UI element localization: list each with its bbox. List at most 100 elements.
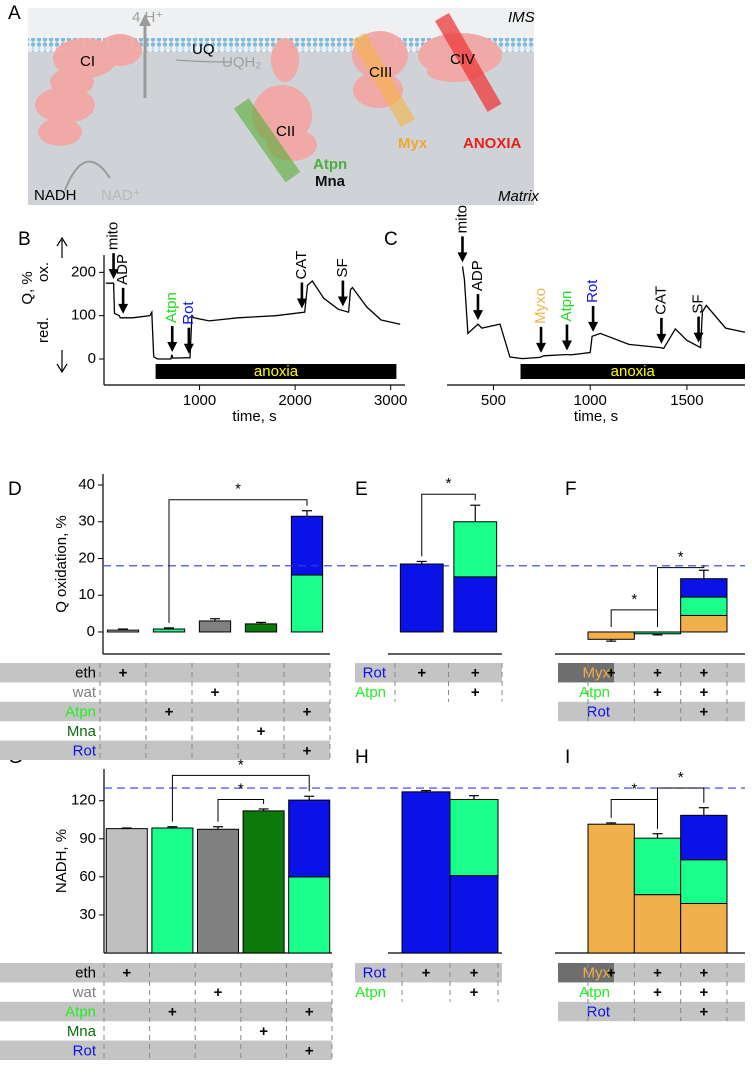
row-label: Mna xyxy=(67,1023,97,1040)
uqh2-label: UQH₂ xyxy=(222,54,261,71)
myx-block xyxy=(351,32,415,128)
y-axis-label: Q, % xyxy=(19,271,36,304)
treatment-mark: + xyxy=(699,665,708,682)
treatment-mark: + xyxy=(699,984,708,1001)
annotation-arrowhead xyxy=(561,340,572,351)
treatment-mark: + xyxy=(119,665,128,682)
significance-bracket xyxy=(171,774,310,822)
bar-segment xyxy=(680,859,728,905)
bar-segment xyxy=(449,875,499,954)
row-label: Atpn xyxy=(65,703,96,720)
bar-segment xyxy=(288,799,331,878)
bar-segment xyxy=(151,827,194,954)
treatment-mark: + xyxy=(699,703,708,720)
row-label: Rot xyxy=(73,1042,97,1059)
significance-bracket xyxy=(168,499,308,623)
significance-label: * xyxy=(446,475,452,492)
table-row-band xyxy=(558,701,745,722)
treatment-mark: + xyxy=(607,665,616,682)
myx-label: Myx xyxy=(398,135,428,152)
uq-arrow xyxy=(175,59,233,63)
treatment-mark: + xyxy=(470,984,479,1001)
row-label: Mna xyxy=(67,723,97,740)
row-label: Atpn xyxy=(579,984,610,1001)
trace xyxy=(105,280,401,360)
significance-bracket xyxy=(657,787,705,829)
annotation-arrowhead xyxy=(472,310,483,321)
treatment-mark: + xyxy=(122,965,131,982)
annotation-label: Myxo xyxy=(532,288,549,324)
annotation-arrowhead xyxy=(337,296,348,307)
treatment-mark: + xyxy=(699,684,708,701)
bar-segment xyxy=(680,578,728,598)
treatment-mark: + xyxy=(305,1003,314,1020)
bar-segment xyxy=(680,814,728,861)
ox-arrow xyxy=(56,236,68,258)
row-label-box xyxy=(558,663,614,683)
bar-segment xyxy=(680,614,728,633)
table-row-band xyxy=(0,663,330,683)
row-label: Atpn xyxy=(355,984,386,1001)
treatment-mark: + xyxy=(168,1003,177,1020)
bar-segment xyxy=(288,876,331,954)
y-axis-label-up: ox. xyxy=(35,262,52,282)
annotation-label: mito xyxy=(453,205,470,233)
annotation-arrowhead xyxy=(457,252,468,263)
y-tick-label: 90 xyxy=(79,830,96,847)
table-row-band xyxy=(0,1040,332,1060)
y-tick-label: 40 xyxy=(78,476,95,493)
x-axis-label: time, s xyxy=(232,408,276,425)
bar-segment xyxy=(106,629,140,633)
row-label: Myx xyxy=(583,665,611,682)
y-tick-label: 20 xyxy=(78,549,95,566)
annotation-label: ADP xyxy=(114,254,131,285)
x-axis-label: time, s xyxy=(574,408,618,425)
treatment-mark: + xyxy=(422,965,431,982)
annotation-arrowhead xyxy=(108,269,119,280)
treatment-mark: + xyxy=(417,665,426,682)
ciii-label: CIII xyxy=(369,64,392,81)
row-label: Rot xyxy=(73,742,97,759)
bar-segment xyxy=(587,631,635,640)
significance-bracket xyxy=(217,798,265,822)
significance-label: * xyxy=(238,780,244,797)
anoxia-bar xyxy=(155,364,397,379)
row-label: Rot xyxy=(363,665,387,682)
row-label: Atpn xyxy=(355,684,386,701)
y-axis-label: Q oxidation, % xyxy=(53,515,70,613)
x-tick-label: 1000 xyxy=(574,392,607,409)
panel-label: I xyxy=(565,747,570,768)
row-label: wat xyxy=(72,684,97,701)
annotation-label: Rot xyxy=(584,279,601,303)
table-row-band xyxy=(0,963,332,983)
y-tick-label: 120 xyxy=(71,792,96,809)
treatment-mark: + xyxy=(471,684,480,701)
row-label: Rot xyxy=(587,703,611,720)
arrowhead xyxy=(139,14,151,26)
row-label: Atpn xyxy=(65,1003,96,1020)
row-label: Rot xyxy=(363,965,387,982)
treatment-mark: + xyxy=(303,703,312,720)
bar-segment xyxy=(152,628,186,633)
annotation-arrowhead xyxy=(167,342,178,353)
annotation-label: SF xyxy=(690,294,707,313)
cii-label: CII xyxy=(276,123,295,140)
anoxia-label: anoxia xyxy=(611,363,656,380)
bar-segment xyxy=(290,574,324,633)
x-tick-label: 1500 xyxy=(670,392,703,409)
ci-label: CI xyxy=(80,53,95,70)
y-tick-label: 60 xyxy=(79,868,96,885)
y-axis-label: NADH, % xyxy=(53,829,70,893)
significance-bracket xyxy=(610,609,658,627)
row-label: Atpn xyxy=(579,684,610,701)
bar-segment xyxy=(198,620,232,633)
treatment-mark: + xyxy=(699,965,708,982)
treatment-mark: + xyxy=(211,684,220,701)
treatment-mark: + xyxy=(165,703,174,720)
nad-label: NAD⁺ xyxy=(101,187,141,204)
row-label-box xyxy=(558,963,614,983)
treatment-mark: + xyxy=(305,1042,314,1059)
civ-label: CIV xyxy=(450,51,475,68)
panel-label: A xyxy=(8,3,21,24)
row-label: Myx xyxy=(583,965,611,982)
